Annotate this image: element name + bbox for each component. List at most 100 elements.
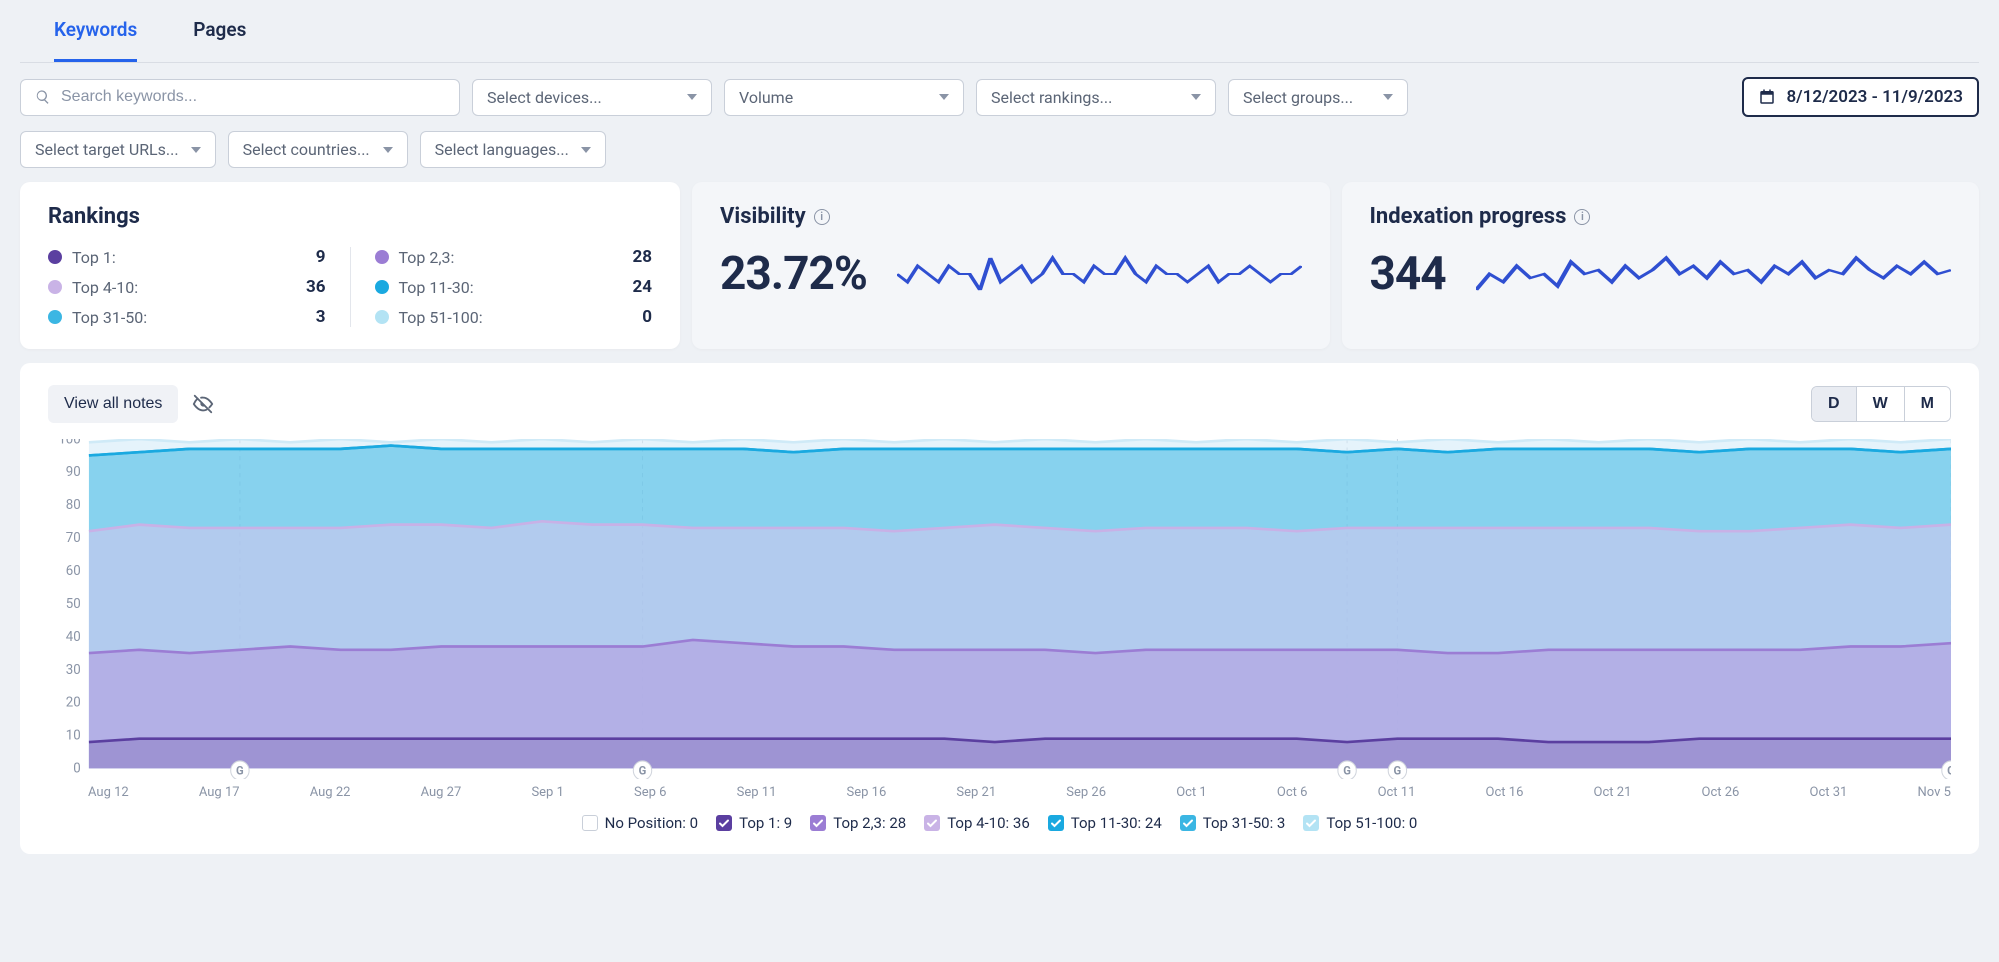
x-tick-label: Sep 6 — [634, 785, 666, 800]
legend-checkbox[interactable] — [924, 815, 940, 831]
tabs-bar: Keywords Pages — [20, 0, 1979, 63]
filters-row: Select devices... Volume Select rankings… — [20, 63, 1979, 131]
rank-row: Top 4-10:36 — [48, 277, 326, 297]
svg-text:70: 70 — [66, 530, 81, 546]
rank-label: Top 11-30: — [399, 278, 623, 297]
rank-label: Top 2,3: — [399, 248, 623, 267]
visibility-sparkline — [897, 254, 1302, 294]
chevron-down-icon — [1383, 94, 1393, 100]
x-tick-label: Aug 17 — [199, 785, 240, 800]
x-tick-label: Aug 22 — [310, 785, 351, 800]
legend-item[interactable]: Top 51-100: 0 — [1303, 814, 1417, 832]
search-keywords[interactable] — [20, 79, 460, 116]
legend-item[interactable]: No Position: 0 — [582, 814, 698, 832]
legend-checkbox[interactable] — [716, 815, 732, 831]
select-languages[interactable]: Select languages... — [420, 131, 606, 168]
svg-text:90: 90 — [66, 464, 81, 480]
rank-dot — [48, 310, 62, 324]
select-groups[interactable]: Select groups... — [1228, 79, 1408, 116]
indexation-sparkline — [1476, 254, 1951, 294]
rank-dot — [375, 280, 389, 294]
select-volume[interactable]: Volume — [724, 79, 964, 116]
svg-text:10: 10 — [66, 727, 81, 743]
svg-text:G: G — [1394, 764, 1402, 778]
rank-value: 24 — [632, 277, 652, 297]
legend-label: Top 11-30: 24 — [1071, 814, 1162, 832]
legend-label: Top 4-10: 36 — [947, 814, 1030, 832]
svg-text:G: G — [639, 764, 647, 778]
rankings-chart-card: View all notes D W M 0102030405060708090… — [20, 363, 1979, 854]
x-tick-label: Nov 5 — [1917, 785, 1950, 800]
chevron-down-icon — [687, 94, 697, 100]
svg-text:20: 20 — [66, 695, 81, 711]
rank-value: 28 — [632, 247, 652, 267]
x-tick-label: Sep 16 — [847, 785, 887, 800]
legend-item[interactable]: Top 1: 9 — [716, 814, 792, 832]
x-tick-label: Sep 21 — [956, 785, 996, 800]
select-devices[interactable]: Select devices... — [472, 79, 712, 116]
rankings-card: Rankings Top 1:9 Top 4-10:36 Top 31-50:3 T… — [20, 182, 680, 349]
view-all-notes-button[interactable]: View all notes — [48, 385, 178, 423]
rank-label: Top 31-50: — [72, 308, 306, 327]
info-icon[interactable]: i — [1574, 209, 1590, 225]
select-rankings[interactable]: Select rankings... — [976, 79, 1216, 116]
x-tick-label: Sep 26 — [1066, 785, 1106, 800]
svg-text:30: 30 — [66, 662, 81, 678]
toggle-week[interactable]: W — [1857, 387, 1905, 421]
select-target-urls[interactable]: Select target URLs... — [20, 131, 216, 168]
info-icon[interactable]: i — [814, 209, 830, 225]
toggle-month[interactable]: M — [1905, 387, 1950, 421]
rank-row: Top 2,3: 28 — [375, 247, 653, 267]
svg-text:G: G — [1343, 764, 1351, 778]
chevron-down-icon — [383, 147, 393, 153]
legend-label: No Position: 0 — [605, 814, 698, 832]
legend-item[interactable]: Top 4-10: 36 — [924, 814, 1030, 832]
rank-dot — [48, 280, 62, 294]
indexation-title: Indexation progress — [1370, 204, 1567, 229]
tab-pages[interactable]: Pages — [193, 0, 246, 62]
legend-label: Top 51-100: 0 — [1326, 814, 1417, 832]
search-input[interactable] — [61, 88, 445, 106]
select-countries[interactable]: Select countries... — [228, 131, 408, 168]
legend-item[interactable]: Top 11-30: 24 — [1048, 814, 1162, 832]
rank-row: Top 1:9 — [48, 247, 326, 267]
x-tick-label: Oct 26 — [1702, 785, 1740, 800]
svg-text:60: 60 — [66, 563, 81, 579]
legend-checkbox[interactable] — [582, 815, 598, 831]
legend-checkbox[interactable] — [1180, 815, 1196, 831]
legend-checkbox[interactable] — [1048, 815, 1064, 831]
visibility-title: Visibility — [720, 204, 806, 229]
tab-keywords[interactable]: Keywords — [54, 0, 137, 62]
rank-label: Top 4-10: — [72, 278, 296, 297]
svg-text:G: G — [236, 764, 244, 778]
x-tick-label: Oct 31 — [1810, 785, 1848, 800]
rank-value: 9 — [316, 247, 326, 267]
legend-label: Top 31-50: 3 — [1203, 814, 1286, 832]
x-tick-label: Aug 27 — [421, 785, 462, 800]
rank-label: Top 51-100: — [399, 308, 633, 327]
legend-label: Top 1: 9 — [739, 814, 792, 832]
indexation-card: Indexation progressi 344 — [1342, 182, 1980, 349]
rank-row: Top 11-30: 24 — [375, 277, 653, 297]
chevron-down-icon — [581, 147, 591, 153]
rankings-area-chart: 0102030405060708090100GGGGGG — [48, 439, 1951, 779]
legend-checkbox[interactable] — [1303, 815, 1319, 831]
svg-text:G: G — [1947, 764, 1951, 778]
rank-row: Top 51-100:0 — [375, 307, 653, 327]
calendar-icon — [1758, 88, 1776, 106]
x-tick-label: Oct 11 — [1378, 785, 1416, 800]
chevron-down-icon — [191, 147, 201, 153]
toggle-day[interactable]: D — [1812, 387, 1857, 421]
visibility-card: Visibilityi 23.72% — [692, 182, 1330, 349]
legend-item[interactable]: Top 2,3: 28 — [810, 814, 906, 832]
eye-off-icon[interactable] — [192, 393, 214, 415]
search-icon — [35, 89, 51, 105]
date-range-picker[interactable]: 8/12/2023 - 11/9/2023 — [1742, 77, 1979, 117]
svg-text:80: 80 — [66, 497, 81, 513]
legend-checkbox[interactable] — [810, 815, 826, 831]
rank-dot — [48, 250, 62, 264]
x-tick-label: Sep 11 — [737, 785, 777, 800]
rankings-title: Rankings — [48, 204, 652, 229]
rank-row: Top 31-50:3 — [48, 307, 326, 327]
legend-item[interactable]: Top 31-50: 3 — [1180, 814, 1286, 832]
